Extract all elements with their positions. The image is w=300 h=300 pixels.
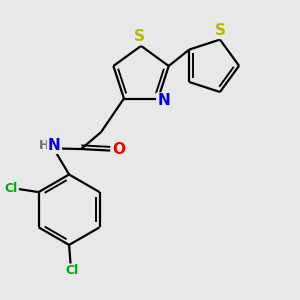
Text: Cl: Cl [4, 182, 18, 195]
Text: O: O [112, 142, 125, 157]
Text: N: N [48, 138, 61, 153]
Text: S: S [134, 29, 145, 44]
Text: S: S [215, 23, 226, 38]
Text: H: H [38, 140, 49, 152]
Text: N: N [157, 94, 170, 109]
Text: Cl: Cl [65, 265, 78, 278]
